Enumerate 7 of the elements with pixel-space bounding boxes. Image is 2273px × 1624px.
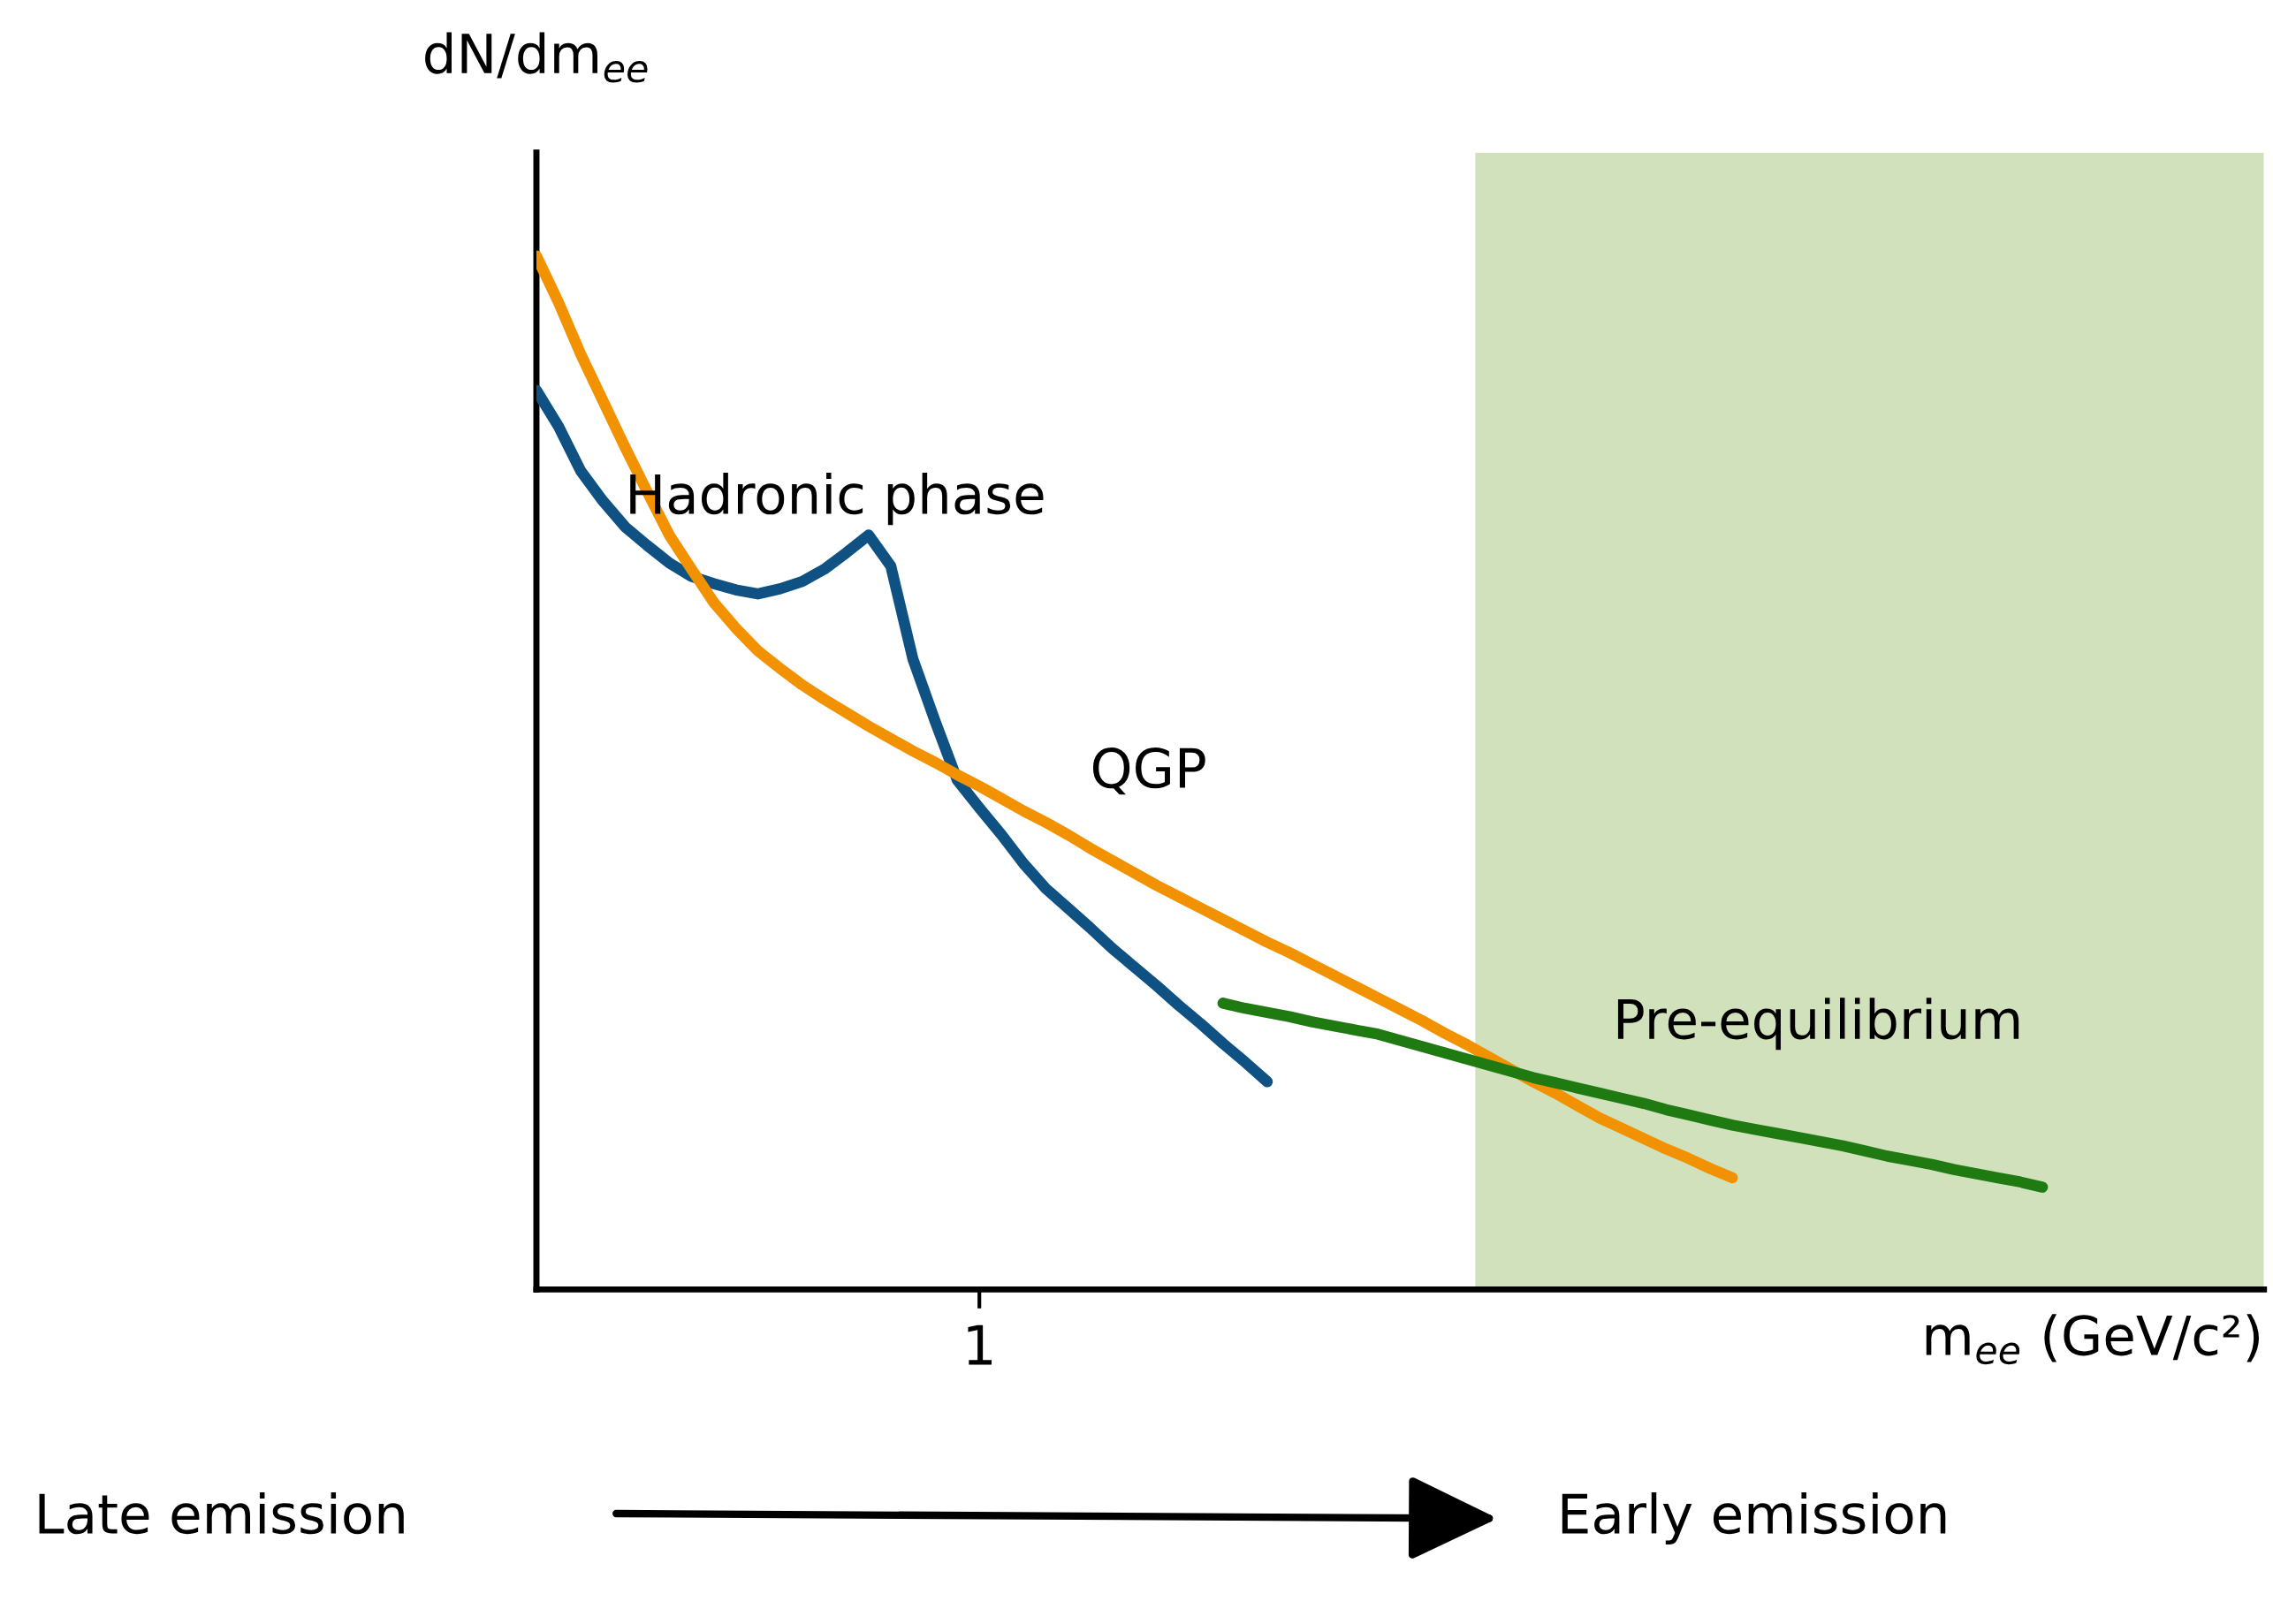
series-label: QGP bbox=[1092, 747, 1205, 795]
y-axis-title: dN/dm$_{ee}$ bbox=[425, 32, 648, 83]
text: Late emission bbox=[39, 1491, 404, 1535]
text: Early emission bbox=[1562, 1491, 1946, 1545]
text: 1 bbox=[968, 1324, 992, 1365]
series-label: Pre-equilibrium bbox=[1617, 998, 2019, 1051]
x-axis-title: m$_{ee}$ (GeV/c²) bbox=[1926, 1314, 2259, 1365]
